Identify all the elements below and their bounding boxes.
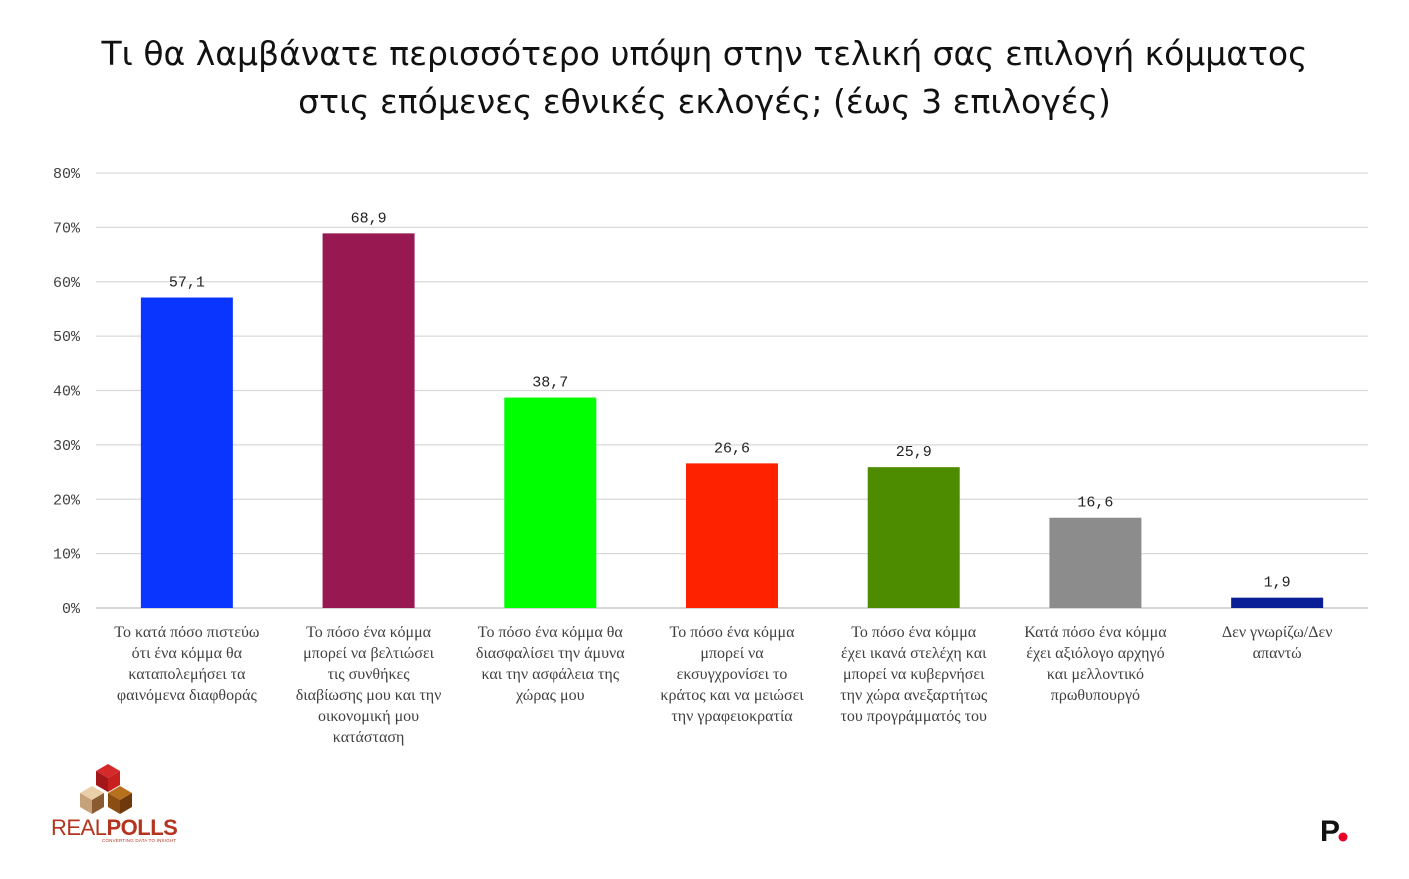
data-label: 68,9 xyxy=(351,210,387,227)
x-tick-label: Κατά πόσο ένα κόμμα έχει αξιόλογο αρχηγό κ… xyxy=(1024,624,1167,704)
publisher-logo-dot xyxy=(1338,832,1348,842)
x-tick-label-line: διαβίωσης μου και την xyxy=(296,687,442,704)
x-tick-label-line: χώρας μου xyxy=(515,687,585,704)
x-tick-label-line: ότι ένα κόμμα θα xyxy=(132,645,243,662)
x-tick-label-line: την γραφειοκρατία xyxy=(671,708,793,725)
x-tick-label-line: Το πόσο ένα κόμμα xyxy=(670,624,796,641)
bar xyxy=(322,233,415,608)
chart-title-line-2: στις επόμενες εθνικές εκλογές; (έως 3 επ… xyxy=(298,82,1111,121)
bar xyxy=(867,467,960,608)
x-tick-label-line: πρωθυπουργό xyxy=(1051,687,1140,704)
publisher-logo-letter: P xyxy=(1320,815,1340,848)
x-tick-label-line: έχει αξιόλογο αρχηγό xyxy=(1026,645,1164,662)
x-tick-label-line: Κατά πόσο ένα κόμμα xyxy=(1024,624,1167,641)
cube-icon xyxy=(80,764,132,814)
bars xyxy=(140,233,1324,608)
publisher-logo: P xyxy=(1318,812,1358,852)
x-tick-label-line: οικονομική μου xyxy=(318,708,419,725)
x-tick-label-line: και την ασφάλεια της xyxy=(482,666,620,683)
x-tick-label-line: Το κατά πόσο πιστεύω xyxy=(114,624,259,641)
x-tick-label: Το πόσο ένα κόμμα μπορεί να εκσυγχρονίσει … xyxy=(660,624,804,725)
x-tick-label-line: Το πόσο ένα κόμμα xyxy=(306,624,432,641)
bar xyxy=(1231,597,1324,608)
y-tick-label: 20% xyxy=(53,492,81,509)
x-tick-label-line: καταπολεμήσει τα xyxy=(128,666,246,683)
y-tick-label: 0% xyxy=(62,601,81,618)
bar xyxy=(1049,517,1142,608)
bar xyxy=(140,297,233,608)
realpolls-tagline: CONVERTING DATA TO INSIGHT xyxy=(102,838,177,843)
x-tick-label-line: φαινόμενα διαφθοράς xyxy=(117,687,258,704)
y-tick-label: 50% xyxy=(53,329,81,346)
chart-title-line-1: Τι θα λαμβάνατε περισσότερο υπόψη στην τ… xyxy=(101,34,1308,73)
x-tick-label-line: μπορεί να κυβερνήσει xyxy=(843,666,985,683)
x-axis: Το κατά πόσο πιστεύω ότι ένα κόμμα θα κατα… xyxy=(114,624,1332,746)
x-tick-label-line: του προγράμματός του xyxy=(840,708,987,725)
value-labels: 57,1 68,9 38,7 26,6 25,9 16,6 1,9 xyxy=(169,210,1291,591)
x-tick-label: Το κατά πόσο πιστεύω ότι ένα κόμμα θα κατα… xyxy=(114,624,259,704)
realpolls-logo: REALPOLLS CONVERTING DATA TO INSIGHT xyxy=(40,760,180,850)
x-tick-label-line: κράτος και να μειώσει xyxy=(660,687,804,704)
x-tick-label: Το πόσο ένα κόμμα θα διασφαλίσει την άμυν… xyxy=(476,624,625,704)
x-tick-label-line: εκσυγχρονίσει το xyxy=(677,666,788,683)
x-tick-label-line: Δεν γνωρίζω/Δεν xyxy=(1222,624,1333,641)
y-tick-label: 10% xyxy=(53,547,81,564)
bar xyxy=(504,397,597,608)
data-label: 26,6 xyxy=(714,440,750,457)
y-tick-label: 30% xyxy=(53,438,81,455)
chart-title: Τι θα λαμβάνατε περισσότερο υπόψη στην τ… xyxy=(0,30,1409,126)
x-tick-label-line: Το πόσο ένα κόμμα xyxy=(851,624,977,641)
x-tick-label: Δεν γνωρίζω/Δεν απαντώ xyxy=(1222,624,1333,662)
data-label: 1,9 xyxy=(1264,575,1291,592)
x-tick-label-line: έχει ικανά στελέχη και xyxy=(841,645,987,662)
y-tick-label: 40% xyxy=(53,384,81,401)
y-tick-label: 60% xyxy=(53,275,81,292)
x-tick-label-line: διασφαλίσει την άμυνα xyxy=(476,645,625,662)
x-tick-label-line: μπορεί να βελτιώσει xyxy=(303,645,435,662)
data-label: 38,7 xyxy=(532,375,568,392)
data-label: 57,1 xyxy=(169,275,205,292)
y-tick-label: 70% xyxy=(53,220,81,237)
realpolls-wordmark: REALPOLLS xyxy=(51,815,178,840)
data-label: 16,6 xyxy=(1077,495,1113,512)
y-tick-label: 80% xyxy=(53,166,81,183)
x-tick-label-line: μπορεί να xyxy=(700,645,764,662)
data-label: 25,9 xyxy=(896,444,932,461)
x-tick-label-line: απαντώ xyxy=(1253,645,1302,662)
x-tick-label: Το πόσο ένα κόμμα έχει ικανά στελέχη και μ… xyxy=(840,624,988,725)
x-tick-label-line: και μελλοντικό xyxy=(1047,666,1144,683)
x-tick-label-line: τις συνθήκες xyxy=(328,666,411,683)
x-tick-label-line: Το πόσο ένα κόμμα θα xyxy=(478,624,624,641)
bar xyxy=(686,463,778,608)
y-axis: 0% 10% 20% 30% 40% 50% 60% 70% 80% xyxy=(53,166,81,618)
x-tick-label-line: την χώρα ανεξαρτήτως xyxy=(840,687,988,704)
x-tick-label-line: κατάσταση xyxy=(333,729,405,746)
x-tick-label: Το πόσο ένα κόμμα μπορεί να βελτιώσει τις … xyxy=(296,624,442,746)
